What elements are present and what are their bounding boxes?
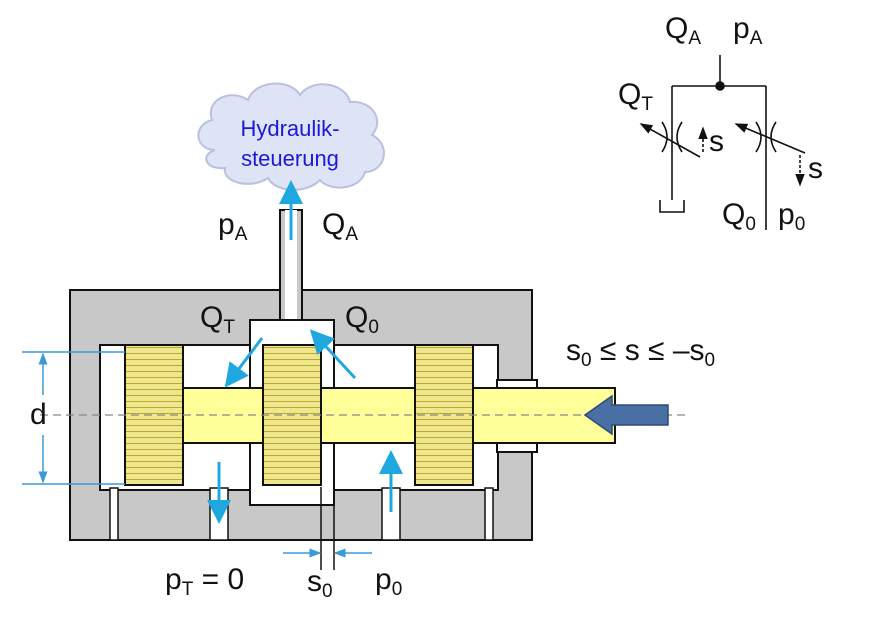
label-QA: QA <box>322 208 359 245</box>
flow-arrow-to-T <box>224 337 264 388</box>
symbol-label-QT: QT <box>618 78 653 115</box>
cloud-line-2: steuerung <box>241 146 339 171</box>
label-range: s0 ≤ s ≤ –s0 <box>566 334 716 371</box>
symbol-label-Q0: Q0 <box>722 198 756 235</box>
dimension-s0 <box>283 487 372 570</box>
label-d: d <box>30 398 47 431</box>
push-arrow <box>583 394 669 436</box>
symbol-label-QA: QA <box>665 12 702 49</box>
label-s0: s0 <box>307 565 333 602</box>
label-Q0: Q0 <box>345 301 379 338</box>
flow-arrows <box>207 180 403 524</box>
cloud-shape <box>197 82 385 191</box>
flow-arrow-from-0 <box>309 329 357 380</box>
cloud-label: Hydraulik- steuerung <box>205 114 375 174</box>
symbol-label-s1: s <box>709 125 724 158</box>
cloud-line-1: Hydraulik- <box>240 116 340 141</box>
symbol-label-pA: pA <box>733 12 763 49</box>
label-QT: QT <box>200 301 235 338</box>
symbol-label-p0: p0 <box>778 198 806 235</box>
dimension-d <box>22 351 125 485</box>
symbol-label-s2: s <box>808 152 823 185</box>
hydraulic-symbol <box>639 55 806 230</box>
label-pA: pA <box>218 208 248 245</box>
label-pT: pT = 0 <box>165 563 245 600</box>
label-p0: p0 <box>375 563 403 600</box>
